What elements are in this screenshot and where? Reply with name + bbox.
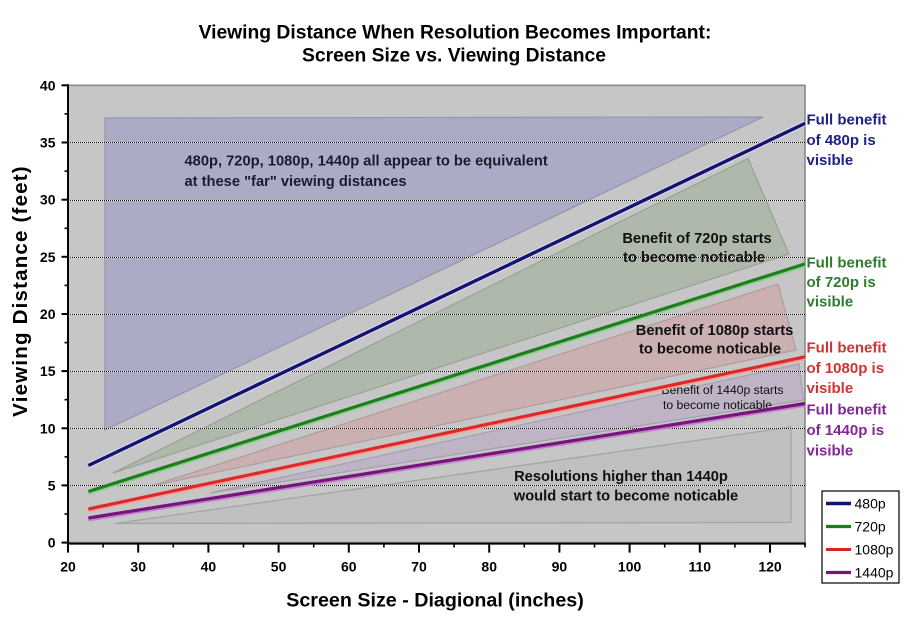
svg-text:30: 30 xyxy=(130,559,146,575)
svg-text:Full benefit: Full benefit xyxy=(807,112,887,129)
svg-text:80: 80 xyxy=(481,559,497,575)
svg-text:35: 35 xyxy=(40,135,56,151)
svg-text:25: 25 xyxy=(40,249,56,265)
svg-text:Full benefit: Full benefit xyxy=(807,401,887,418)
svg-text:Viewing Distance When Resoluti: Viewing Distance When Resolution Becomes… xyxy=(199,23,712,44)
svg-text:120: 120 xyxy=(758,559,782,575)
svg-text:of 1080p is: of 1080p is xyxy=(807,360,885,377)
svg-text:20: 20 xyxy=(40,306,56,322)
svg-text:of 720p is: of 720p is xyxy=(807,274,876,291)
svg-text:Full benefit: Full benefit xyxy=(807,254,887,271)
svg-text:10: 10 xyxy=(40,420,56,436)
svg-text:5: 5 xyxy=(48,477,56,493)
svg-text:Benefit of 1440p starts: Benefit of 1440p starts xyxy=(662,383,784,397)
svg-text:visible: visible xyxy=(807,152,854,169)
svg-text:Benefit of 1080p starts: Benefit of 1080p starts xyxy=(636,323,794,339)
svg-text:to become noticable: to become noticable xyxy=(663,398,772,412)
svg-text:visible: visible xyxy=(807,294,854,311)
svg-text:50: 50 xyxy=(271,559,287,575)
svg-text:visible: visible xyxy=(807,380,854,397)
svg-text:100: 100 xyxy=(618,559,642,575)
svg-text:60: 60 xyxy=(341,559,357,575)
svg-text:20: 20 xyxy=(60,559,76,575)
svg-text:15: 15 xyxy=(40,363,56,379)
svg-text:of 1440p is: of 1440p is xyxy=(807,422,885,439)
svg-text:1080p: 1080p xyxy=(855,542,894,558)
svg-text:0: 0 xyxy=(48,535,56,551)
svg-text:of 480p is: of 480p is xyxy=(807,132,876,149)
svg-text:70: 70 xyxy=(411,559,427,575)
svg-text:110: 110 xyxy=(689,559,712,575)
svg-text:480p: 480p xyxy=(855,496,886,512)
svg-text:480p, 720p, 1080p, 1440p all a: 480p, 720p, 1080p, 1440p all appear to b… xyxy=(185,154,548,170)
svg-text:Screen Size vs. Viewing Distan: Screen Size vs. Viewing Distance xyxy=(302,46,606,67)
svg-text:Screen Size - Diagional (inche: Screen Size - Diagional (inches) xyxy=(286,590,584,612)
svg-text:40: 40 xyxy=(40,77,56,93)
svg-text:1440p: 1440p xyxy=(855,565,894,581)
svg-text:30: 30 xyxy=(40,192,56,208)
svg-text:Full benefit: Full benefit xyxy=(807,339,887,356)
svg-text:Viewing Distance (feet): Viewing Distance (feet) xyxy=(9,165,32,417)
svg-text:40: 40 xyxy=(201,559,217,575)
svg-text:visible: visible xyxy=(807,443,854,460)
svg-text:Resolutions higher than 1440p: Resolutions higher than 1440p xyxy=(514,469,728,485)
svg-text:720p: 720p xyxy=(855,519,886,535)
svg-text:90: 90 xyxy=(552,559,568,575)
svg-text:to become noticable: to become noticable xyxy=(639,342,781,358)
svg-text:would start to become noticabl: would start to become noticable xyxy=(513,489,738,505)
svg-text:to become noticable: to become noticable xyxy=(623,250,765,266)
svg-text:Benefit of 720p starts: Benefit of 720p starts xyxy=(622,231,771,247)
svg-text:at these "far" viewing distanc: at these "far" viewing distances xyxy=(185,174,407,190)
